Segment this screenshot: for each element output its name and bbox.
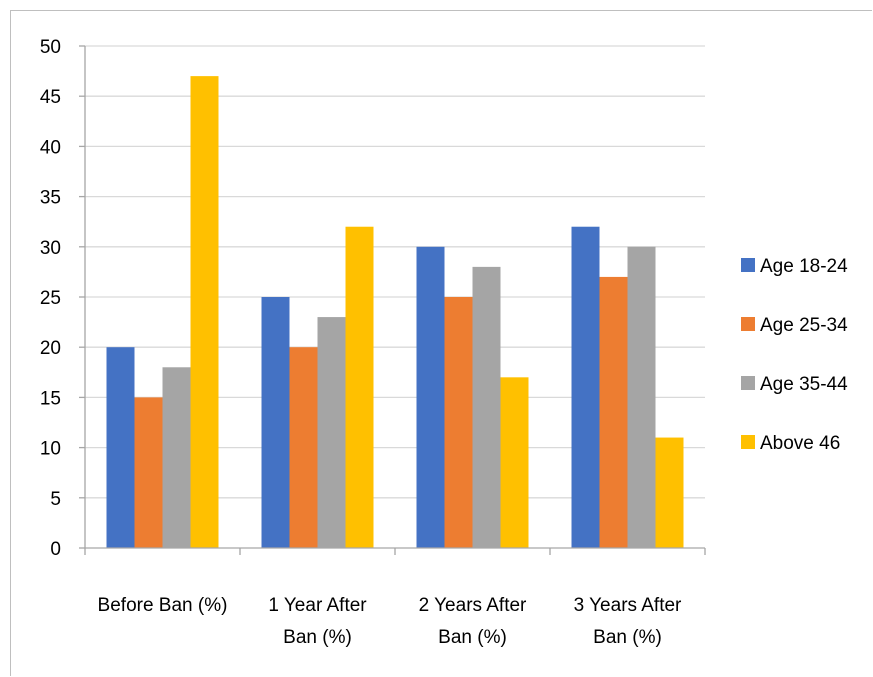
legend-swatch	[741, 317, 755, 331]
legend: Age 18-24 Age 25-34 Age 35-44 Above 46	[741, 256, 848, 454]
axes	[79, 45, 706, 555]
x-category-label: 1 Year After Ban (%)	[268, 595, 367, 648]
x-category-label: Before Ban (%)	[98, 595, 228, 616]
x-category-label: 3 Years After Ban (%)	[574, 595, 682, 648]
legend-label: Age 35-44	[760, 374, 848, 395]
bars	[106, 76, 684, 549]
legend-swatch	[741, 258, 755, 272]
y-tick-label: 50	[40, 37, 61, 58]
bar	[444, 297, 473, 548]
bar	[655, 437, 684, 548]
bar	[289, 347, 318, 548]
y-tick-label: 35	[40, 188, 61, 209]
bar	[162, 367, 191, 548]
bar	[261, 297, 290, 548]
legend-label: Above 46	[760, 433, 840, 454]
bar	[190, 76, 219, 549]
bar	[345, 226, 374, 548]
y-tick-label: 10	[40, 439, 61, 460]
y-tick-label: 0	[50, 539, 61, 560]
bar	[627, 246, 656, 549]
y-tick-label: 15	[40, 388, 61, 409]
bar	[317, 317, 346, 548]
chart-frame	[10, 10, 872, 676]
bar	[500, 377, 529, 548]
bar	[599, 276, 628, 548]
bar	[134, 397, 163, 548]
bar	[472, 266, 501, 548]
legend-swatch	[741, 376, 755, 390]
bar	[106, 347, 135, 548]
y-tick-label: 25	[40, 288, 61, 309]
bar	[571, 226, 600, 548]
legend-swatch	[741, 435, 755, 449]
y-tick-label: 5	[50, 489, 61, 510]
x-category-label: 2 Years After Ban (%)	[419, 595, 527, 648]
bar	[416, 246, 445, 549]
y-tick-label: 40	[40, 137, 61, 158]
legend-label: Age 18-24	[760, 256, 848, 277]
y-tick-label: 45	[40, 87, 61, 108]
y-tick-label: 20	[40, 338, 61, 359]
legend-label: Age 25-34	[760, 315, 848, 336]
axis-labels: 0 5 10 15 20 25 30 35 40 45 50 Before Ban (%) 1 Year…	[40, 37, 682, 648]
y-tick-label: 30	[40, 238, 61, 259]
